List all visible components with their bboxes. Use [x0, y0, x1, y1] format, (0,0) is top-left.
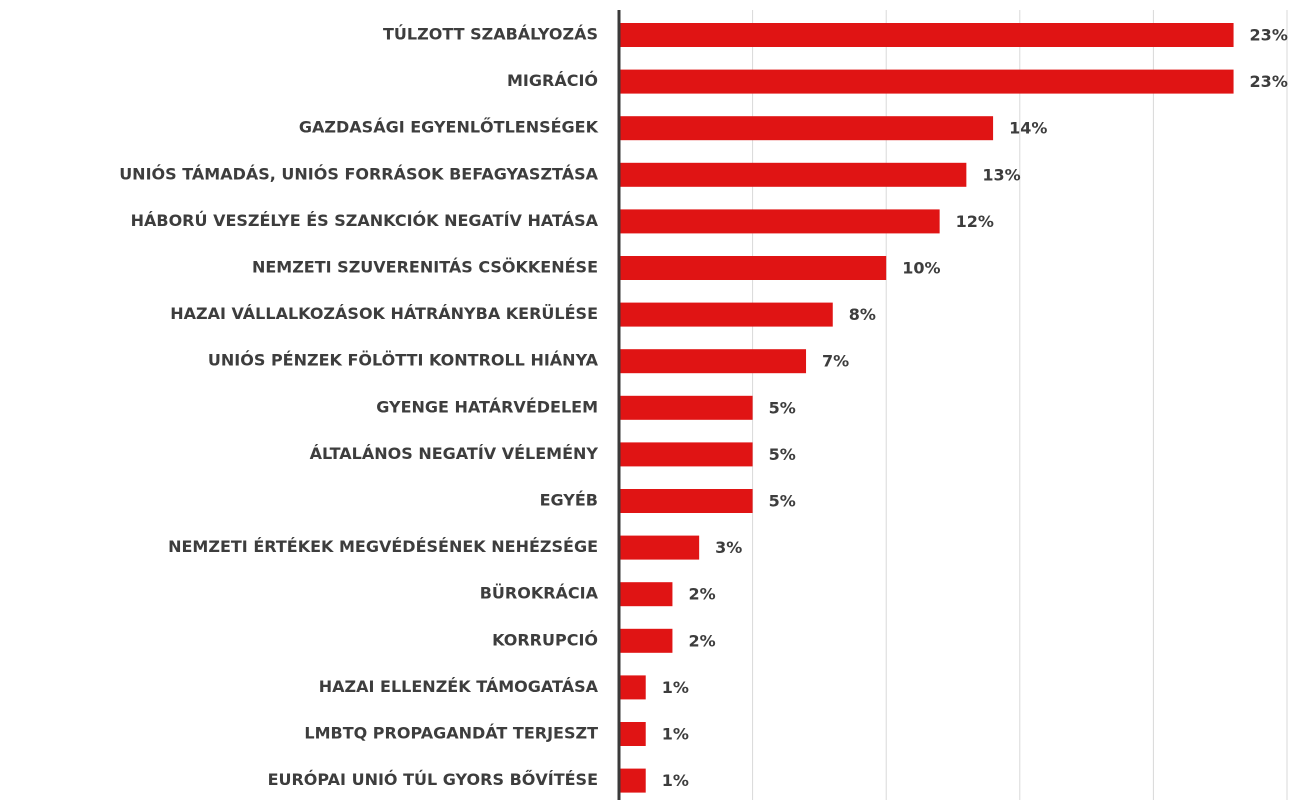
value-label: 14% — [1009, 119, 1047, 138]
bar — [619, 162, 967, 187]
bar — [619, 675, 646, 700]
bar — [619, 489, 753, 513]
category-label: ÁLTALÁNOS NEGATÍV VÉLEMÉNY — [310, 444, 599, 463]
bar — [619, 116, 994, 141]
category-label: TÚLZOTT SZABÁLYOZÁS — [383, 25, 598, 44]
value-label: 13% — [982, 165, 1020, 184]
bar — [619, 256, 887, 280]
value-label: 7% — [822, 352, 849, 371]
value-label: 5% — [769, 492, 796, 511]
category-label: KORRUPCIÓ — [492, 630, 598, 649]
category-label: HAZAI VÁLLALKOZÁSOK HÁTRÁNYBA KERÜLÉSE — [170, 304, 598, 323]
category-label: HÁBORÚ VESZÉLYE ÉS SZANKCIÓK NEGATÍV HAT… — [131, 211, 599, 230]
category-label: NEMZETI SZUVERENITÁS CSÖKKENÉSE — [252, 258, 598, 277]
bar — [619, 442, 753, 467]
value-label: 2% — [688, 585, 715, 604]
category-label: EGYÉB — [540, 491, 598, 510]
bar — [619, 23, 1234, 47]
value-label: 5% — [769, 445, 796, 464]
value-label: 1% — [662, 771, 689, 790]
category-label: NEMZETI ÉRTÉKEK MEGVÉDÉSÉNEK NEHÉZSÉGE — [168, 537, 598, 556]
category-label: EURÓPAI UNIÓ TÚL GYORS BŐVÍTÉSE — [268, 769, 598, 789]
category-label: GYENGE HATÁRVÉDELEM — [376, 397, 598, 416]
value-label: 3% — [715, 538, 742, 557]
category-label: HAZAI ELLENZÉK TÁMOGATÁSA — [319, 677, 599, 696]
bar — [619, 302, 833, 327]
value-label: 23% — [1250, 26, 1288, 45]
category-label: BÜROKRÁCIA — [480, 584, 599, 603]
category-label: UNIÓS PÉNZEK FÖLÖTTI KONTROLL HIÁNYA — [208, 351, 599, 370]
bar — [619, 582, 673, 607]
bar — [619, 535, 700, 560]
category-label: MIGRÁCIÓ — [507, 71, 598, 90]
value-label: 12% — [956, 212, 994, 231]
category-label: GAZDASÁGI EGYENLŐTLENSÉGEK — [299, 117, 599, 137]
value-label: 8% — [849, 305, 876, 324]
bar — [619, 722, 646, 746]
bar — [619, 628, 673, 653]
category-label: UNIÓS TÁMADÁS, UNIÓS FORRÁSOK BEFAGYASZT… — [119, 164, 598, 183]
bar — [619, 395, 753, 420]
value-label: 10% — [902, 259, 940, 278]
value-label: 1% — [662, 725, 689, 744]
value-label: 1% — [662, 678, 689, 697]
category-label: LMBTQ PROPAGANDÁT TERJESZT — [304, 724, 598, 743]
bar — [619, 349, 807, 374]
value-label: 23% — [1250, 72, 1288, 91]
bar — [619, 768, 646, 793]
bar — [619, 209, 940, 234]
bar — [619, 69, 1234, 94]
value-label: 5% — [769, 398, 796, 417]
value-label: 2% — [688, 631, 715, 650]
